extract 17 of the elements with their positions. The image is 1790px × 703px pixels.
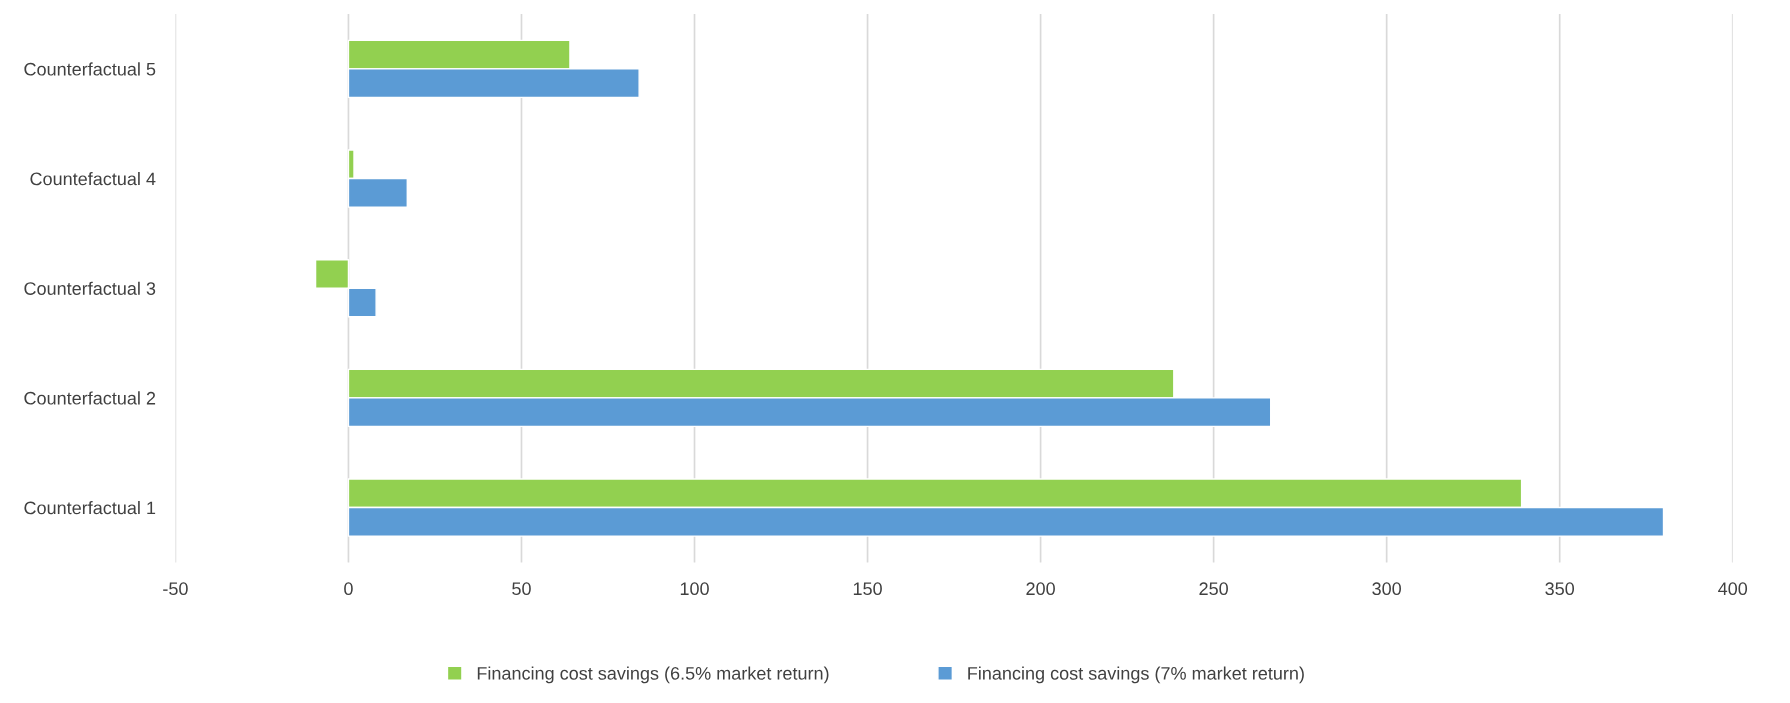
x-tick-label: 50 <box>512 582 531 596</box>
y-tick-label: Counterfactual 3 <box>24 281 156 295</box>
x-tick-label: 400 <box>1718 582 1748 596</box>
y-tick-label: Countefactual 4 <box>30 172 156 186</box>
legend-label: Financing cost savings (7% market return) <box>968 666 1304 684</box>
x-tick-label: 300 <box>1372 582 1402 596</box>
x-tick-label: 100 <box>680 582 709 596</box>
legend-label: Financing cost savings (6.5% market return) <box>477 666 829 684</box>
x-tick-label: 200 <box>1026 582 1055 596</box>
y-tick-label: Counterfactual 5 <box>24 62 156 76</box>
y-tick-label: Counterfactual 2 <box>24 391 156 405</box>
x-tick-label: 0 <box>344 582 353 596</box>
x-tick-label: 150 <box>853 582 882 596</box>
x-tick-label: -50 <box>163 582 188 596</box>
x-tick-label: 350 <box>1545 582 1575 596</box>
y-tick-label: Counterfactual 1 <box>24 501 156 515</box>
x-tick-label: 250 <box>1199 582 1228 596</box>
